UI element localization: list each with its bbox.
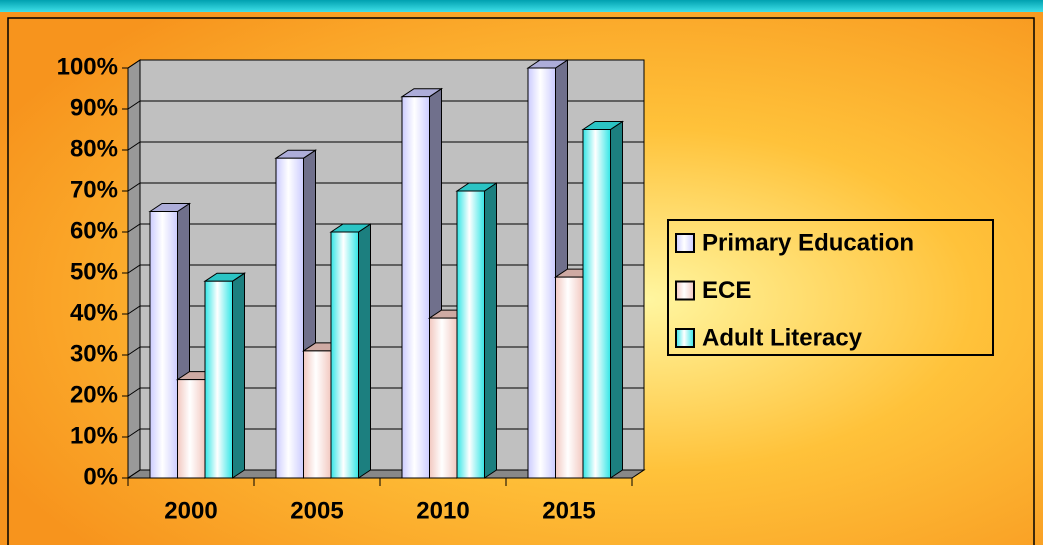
bar <box>275 157 304 479</box>
top-bar <box>0 0 1043 12</box>
bar <box>177 379 206 479</box>
y-tick-label: 100% <box>57 53 118 80</box>
bar <box>204 280 233 479</box>
y-tick-label: 60% <box>70 217 118 244</box>
x-tick-label: 2005 <box>290 497 343 524</box>
y-tick-label: 20% <box>70 381 118 408</box>
y-tick-label: 30% <box>70 340 118 367</box>
legend-label: ECE <box>702 277 751 304</box>
y-tick-label: 70% <box>70 176 118 203</box>
y-tick-label: 50% <box>70 258 118 285</box>
bar-side <box>358 223 371 479</box>
bar <box>582 129 611 479</box>
bar <box>429 317 458 479</box>
grid-line <box>127 100 644 110</box>
legend-box <box>667 219 994 356</box>
bar <box>149 211 178 479</box>
grid-line <box>127 141 644 151</box>
x-tick-label: 2010 <box>416 497 469 524</box>
bar-side <box>232 272 245 479</box>
y-tick-label: 40% <box>70 299 118 326</box>
bar <box>527 67 556 479</box>
x-tick-label: 2015 <box>542 497 595 524</box>
x-tick-label: 2000 <box>164 497 217 524</box>
legend-swatch <box>675 233 695 253</box>
bar-side <box>484 182 497 479</box>
legend-swatch <box>675 280 695 301</box>
y-tick-label: 80% <box>70 135 118 162</box>
bar-side <box>610 120 623 479</box>
y-tick-label: 10% <box>70 422 118 449</box>
y-tick-label: 90% <box>70 94 118 121</box>
y-tick-label: 0% <box>83 463 118 490</box>
bar <box>330 231 359 479</box>
legend-label: Adult Literacy <box>702 324 863 351</box>
bar <box>555 276 584 479</box>
bar <box>456 190 485 479</box>
grid-line <box>127 59 644 69</box>
bar <box>401 96 430 479</box>
legend-swatch <box>675 328 695 348</box>
bar <box>303 350 332 479</box>
legend-label: Primary Education <box>702 229 914 256</box>
